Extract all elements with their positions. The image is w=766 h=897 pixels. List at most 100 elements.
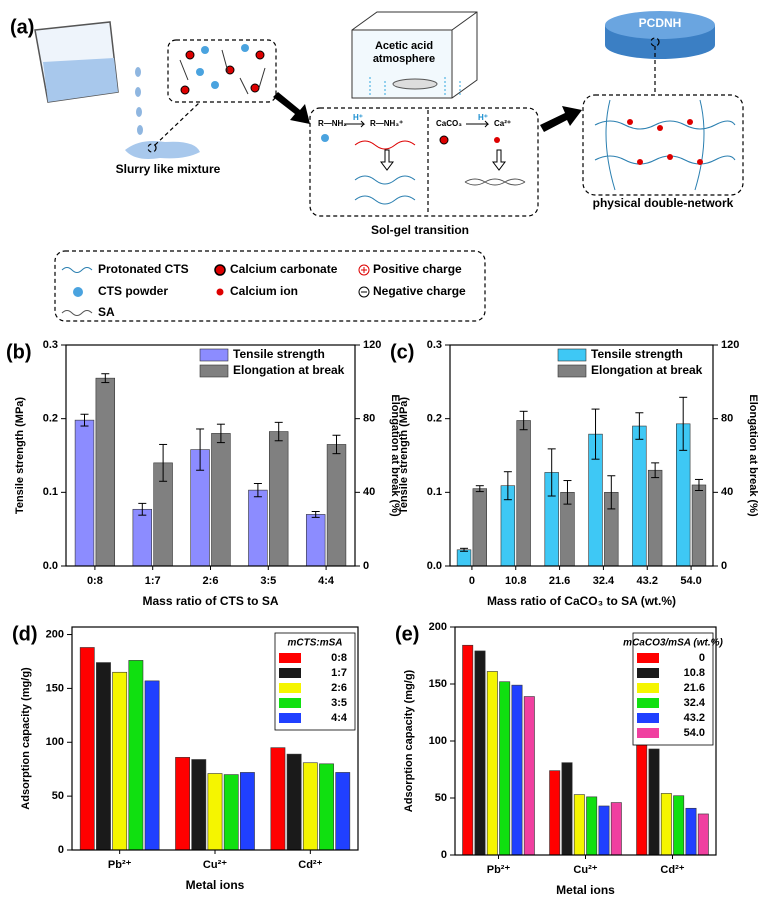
network-label: physical double-network xyxy=(593,196,734,210)
y2-tick-label: 120 xyxy=(363,339,381,351)
y2-axis-label: Elongation at break (%) xyxy=(389,394,401,517)
legend-title: mCTS:mSA xyxy=(287,638,342,649)
acetic-label: Acetic acid xyxy=(375,40,433,52)
bar xyxy=(95,377,116,567)
y2-tick-label: 40 xyxy=(363,486,375,498)
legend-swatch xyxy=(637,668,659,678)
x-axis-label: Mass ratio of CaCO₃ to SA (wt.%) xyxy=(487,594,676,608)
panel-label: (e) xyxy=(395,623,419,645)
plot-frame xyxy=(449,344,714,567)
amine-label: R—NH₂ xyxy=(318,119,347,128)
bar xyxy=(511,684,523,856)
y2-tick-label: 120 xyxy=(721,339,739,351)
network xyxy=(354,175,416,205)
legend-swatch xyxy=(557,364,587,378)
ca-label: Ca²⁺ xyxy=(494,119,511,128)
zoom-spot xyxy=(650,37,660,47)
legend-label: Negative charge xyxy=(373,284,466,298)
gel-top xyxy=(605,11,715,39)
bar xyxy=(523,696,535,856)
y-axis-label: Tensile strength (MPa) xyxy=(398,397,410,514)
x-tick-label: 54.0 xyxy=(680,575,701,587)
legend-label: Positive charge xyxy=(373,262,462,276)
x-tick-label: 3:5 xyxy=(260,575,276,587)
y-tick-label: 0.2 xyxy=(43,413,58,425)
y-tick-label: 200 xyxy=(46,628,64,640)
x-tick-label: 21.6 xyxy=(549,575,570,587)
x-tick-label: Cu²⁺ xyxy=(203,859,227,871)
chain xyxy=(354,140,416,150)
ca-crosslinks xyxy=(627,119,703,165)
bar xyxy=(660,793,672,856)
puddle xyxy=(125,141,200,159)
bar xyxy=(240,772,255,851)
y-tick-label: 0.0 xyxy=(427,560,442,572)
legend-label: CTS powder xyxy=(98,284,168,298)
panel-label: (a) xyxy=(10,16,34,38)
bar xyxy=(561,762,573,856)
bar xyxy=(691,484,707,567)
legend-label: 54.0 xyxy=(684,727,705,739)
bar xyxy=(647,469,663,567)
bar xyxy=(74,419,95,567)
legend-label: Calcium carbonate xyxy=(230,262,338,276)
bar xyxy=(223,774,239,851)
zoom-spot xyxy=(147,143,157,153)
plot-frame xyxy=(71,626,359,851)
x-tick-label: 2:6 xyxy=(203,575,219,587)
bar xyxy=(586,796,598,856)
bar xyxy=(191,759,207,851)
panel-label: (c) xyxy=(390,341,414,363)
legend-swatch xyxy=(637,728,659,738)
legend-label: 0 xyxy=(699,652,705,664)
bar xyxy=(305,514,326,567)
zoom-line xyxy=(154,101,201,146)
legend-label: 32.4 xyxy=(684,697,706,709)
panel-label: (d) xyxy=(12,623,38,645)
x-tick-label: 0:8 xyxy=(87,575,103,587)
bar xyxy=(632,425,647,567)
legend-label: SA xyxy=(98,305,115,319)
legend-label: 0:8 xyxy=(331,652,347,664)
bar xyxy=(96,662,111,851)
legend-swatch xyxy=(637,698,659,708)
legend-label: Tensile strength xyxy=(591,347,683,361)
legend-label: 43.2 xyxy=(684,712,705,724)
y2-tick-label: 80 xyxy=(721,413,733,425)
caco3-label: CaCO₃ xyxy=(436,119,462,128)
legend-label: 1:7 xyxy=(331,667,347,679)
solgel-label: Sol-gel transition xyxy=(371,223,469,237)
vapor xyxy=(369,77,461,95)
bar xyxy=(549,770,561,856)
ca-icon xyxy=(494,137,500,143)
x-tick-label: Cu²⁺ xyxy=(573,864,597,876)
y-tick-label: 100 xyxy=(429,735,447,747)
legend-icon xyxy=(61,267,93,273)
x-tick-label: 32.4 xyxy=(593,575,615,587)
legend-title: mCaCO3/mSA (wt.%) xyxy=(623,638,723,649)
bar xyxy=(319,763,334,851)
y-tick-label: 0 xyxy=(58,844,64,856)
x-tick-label: Pb²⁺ xyxy=(108,859,132,871)
bar xyxy=(211,433,231,567)
legend-label: 21.6 xyxy=(684,682,705,694)
bar xyxy=(302,762,318,851)
plot-frame xyxy=(454,626,717,856)
bar xyxy=(248,489,268,567)
caco3-icon xyxy=(439,135,449,145)
legend-icon xyxy=(73,287,83,297)
x-tick-label: 43.2 xyxy=(637,575,658,587)
acetic-label: atmosphere xyxy=(373,53,435,65)
bar xyxy=(175,757,190,851)
bar xyxy=(474,650,486,856)
network xyxy=(594,99,736,191)
x-tick-label: Cd²⁺ xyxy=(298,859,322,871)
legend-label: 4:4 xyxy=(331,712,348,724)
legend-box xyxy=(54,250,486,322)
y-tick-label: 0.1 xyxy=(43,486,58,498)
legend-label: Tensile strength xyxy=(233,347,325,361)
legend-swatch xyxy=(279,683,301,693)
legend-icon xyxy=(61,310,93,316)
y2-tick-label: 40 xyxy=(721,486,733,498)
legend-swatch xyxy=(279,713,301,723)
